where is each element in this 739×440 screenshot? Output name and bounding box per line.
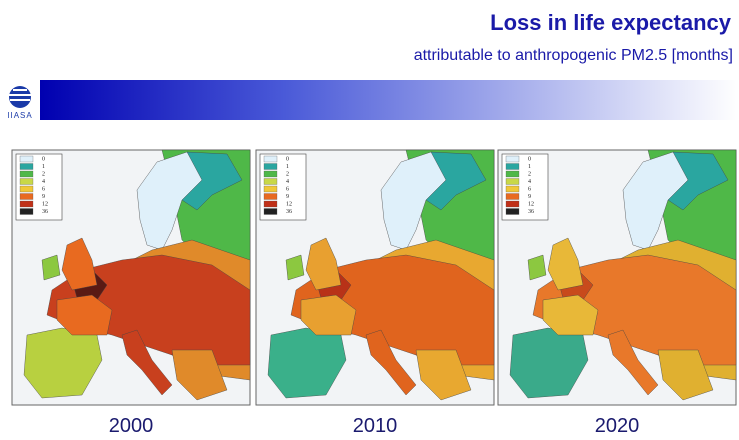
- map-year: 2020: [595, 415, 640, 437]
- legend-swatch: [19, 170, 34, 178]
- legend-swatch: [263, 163, 278, 170]
- legend-swatch: [263, 170, 278, 178]
- legend-swatch: [263, 208, 278, 215]
- legend-swatch: [19, 178, 34, 185]
- legend-label: 1: [286, 164, 289, 170]
- legend-swatch: [505, 208, 520, 215]
- legend-label: 9: [42, 194, 45, 200]
- legend-label: 36: [286, 209, 292, 215]
- legend-label: 36: [42, 209, 48, 215]
- legend-swatch: [263, 178, 278, 185]
- legend-swatch: [505, 170, 520, 178]
- legend-swatch: [19, 163, 34, 170]
- legend-label: 6: [528, 186, 531, 192]
- legend-label: 9: [286, 194, 289, 200]
- legend-label: 9: [528, 194, 531, 200]
- legend-swatch: [505, 185, 520, 193]
- uk: [547, 237, 584, 291]
- map-year: 2010: [353, 415, 398, 437]
- legend-swatch: [263, 155, 278, 163]
- balkans: [415, 349, 472, 401]
- legend-swatch: [505, 200, 520, 208]
- map-year: 2000: [109, 415, 154, 437]
- legend-label: 6: [42, 186, 45, 192]
- legend-swatch: [19, 155, 34, 163]
- legend-label: 0: [286, 156, 289, 162]
- france: [542, 294, 599, 336]
- scandinavia-coast: [181, 151, 243, 211]
- ireland: [285, 254, 305, 281]
- logo: IIASA: [7, 86, 32, 120]
- legend-label: 12: [286, 201, 292, 207]
- legend-label: 2: [286, 171, 289, 177]
- banner: [40, 80, 739, 120]
- title: Loss in life expectancy: [490, 10, 732, 35]
- legend-swatch: [263, 200, 278, 208]
- legend-swatch: [505, 155, 520, 163]
- legend-label: 0: [528, 156, 531, 162]
- italy: [607, 329, 659, 396]
- italy: [365, 329, 417, 396]
- scandinavia-coast: [667, 151, 729, 211]
- legend-label: 4: [528, 179, 531, 185]
- legend-label: 12: [528, 201, 534, 207]
- ireland: [527, 254, 547, 281]
- france: [300, 294, 357, 336]
- legend-label: 1: [528, 164, 531, 170]
- legend-label: 2: [528, 171, 531, 177]
- uk: [61, 237, 98, 291]
- legend-label: 6: [286, 186, 289, 192]
- legend-label: 36: [528, 209, 534, 215]
- legend-swatch: [505, 193, 520, 200]
- uk: [305, 237, 342, 291]
- scandinavia-coast: [425, 151, 487, 211]
- legend-swatch: [19, 208, 34, 215]
- legend-label: 12: [42, 201, 48, 207]
- legend-swatch: [19, 193, 34, 200]
- ireland: [41, 254, 61, 281]
- legend-swatch: [263, 185, 278, 193]
- legend-label: 2: [42, 171, 45, 177]
- legend-swatch: [19, 200, 34, 208]
- france: [56, 294, 113, 336]
- balkans: [657, 349, 714, 401]
- italy: [121, 329, 173, 396]
- subtitle: attributable to anthropogenic PM2.5 [mon…: [414, 47, 733, 64]
- legend-swatch: [505, 178, 520, 185]
- balkans: [171, 349, 228, 401]
- maps: 0124691236200001246912362010012469123620…: [11, 149, 737, 437]
- legend-swatch: [263, 193, 278, 200]
- legend-swatch: [505, 163, 520, 170]
- legend-label: 0: [42, 156, 45, 162]
- legend-label: 1: [42, 164, 45, 170]
- legend-swatch: [19, 185, 34, 193]
- logo-text: IIASA: [7, 111, 32, 120]
- legend-label: 4: [42, 179, 45, 185]
- legend-label: 4: [286, 179, 289, 185]
